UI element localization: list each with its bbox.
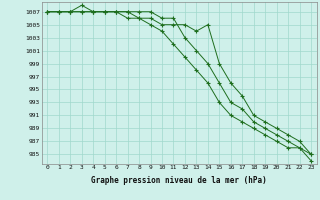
X-axis label: Graphe pression niveau de la mer (hPa): Graphe pression niveau de la mer (hPa) (91, 176, 267, 185)
